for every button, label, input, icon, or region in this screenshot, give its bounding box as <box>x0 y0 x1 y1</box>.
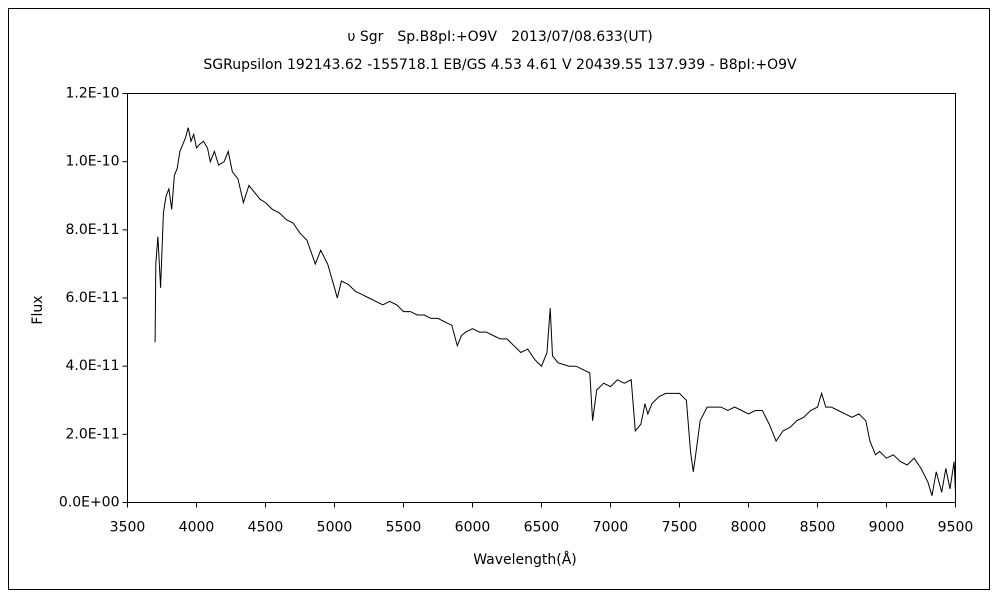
y-tick-label: 2.0E-11 <box>66 426 120 442</box>
y-tick-label: 0.0E+00 <box>59 495 120 511</box>
x-axis-label: Wavelength(Å) <box>473 551 577 568</box>
x-tick-label: 5000 <box>317 520 353 536</box>
x-tick-label: 6000 <box>455 520 491 536</box>
chart-frame <box>8 8 990 590</box>
y-tick-label: 1.0E-10 <box>66 154 120 170</box>
x-tick-label: 3500 <box>110 520 146 536</box>
y-axis-label: Flux <box>30 295 46 324</box>
y-tick-label: 8.0E-11 <box>66 222 120 238</box>
y-tick-label: 4.0E-11 <box>66 358 120 374</box>
x-tick-label: 6500 <box>524 520 560 536</box>
x-tick-label: 7000 <box>593 520 629 536</box>
y-tick-label: 6.0E-11 <box>66 290 120 306</box>
x-tick-label: 8000 <box>731 520 767 536</box>
x-tick-label: 9500 <box>938 520 974 536</box>
x-tick-label: 4000 <box>179 520 215 536</box>
chart-title: υ Sgr Sp.B8pI:+O9V 2013/07/08.633(UT) <box>347 29 652 45</box>
chart-subtitle: SGRupsilon 192143.62 -155718.1 EB/GS 4.5… <box>203 57 797 73</box>
x-tick-label: 5500 <box>386 520 422 536</box>
x-tick-label: 8500 <box>800 520 836 536</box>
x-tick-label: 7500 <box>662 520 698 536</box>
y-tick-label: 1.2E-10 <box>66 86 120 102</box>
x-tick-label: 9000 <box>869 520 905 536</box>
spectrum-line <box>154 127 956 496</box>
x-tick-label: 4500 <box>248 520 284 536</box>
